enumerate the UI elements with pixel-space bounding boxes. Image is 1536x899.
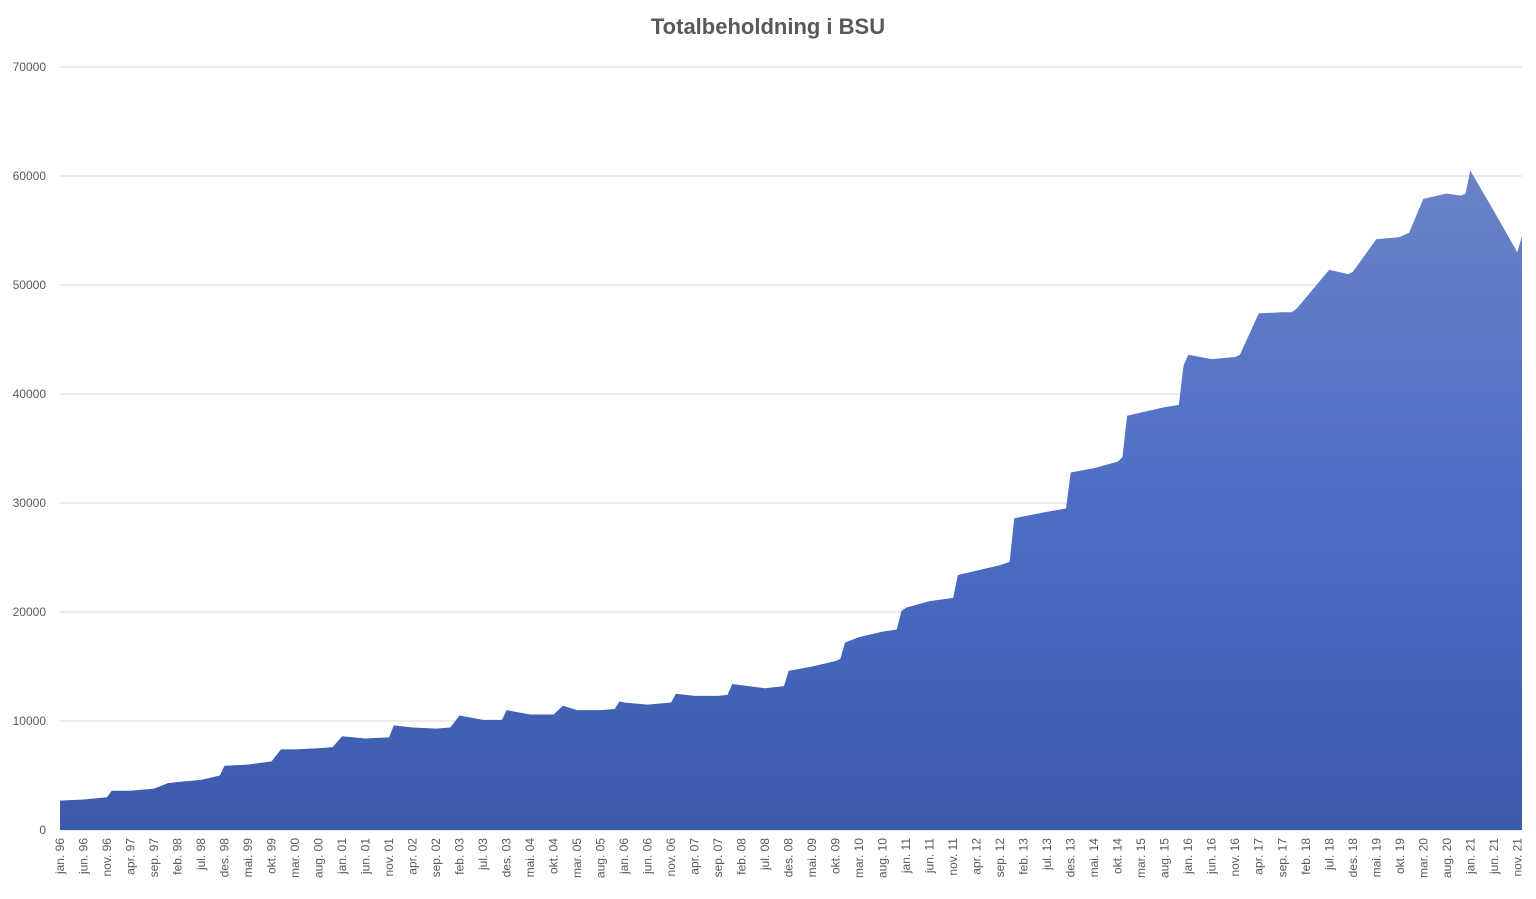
x-tick-label: mar. 20 [1416,838,1430,878]
x-tick-label: jun. 01 [359,838,373,875]
x-tick-label: jun. 16 [1205,838,1219,875]
x-tick-label: okt. 99 [265,838,279,874]
x-tick-label: jun. 21 [1487,838,1501,875]
x-tick-label: des. 98 [218,838,232,878]
x-tick-label: nov. 16 [1228,838,1242,877]
x-tick-label: mai. 19 [1369,838,1383,878]
x-tick-label: mai. 99 [241,838,255,878]
x-tick-label: apr. 17 [1252,838,1266,875]
x-tick-label: nov. 06 [664,838,678,877]
y-tick-label: 40000 [13,387,47,401]
series-area [60,170,1522,831]
x-tick-label: jul. 03 [476,838,490,871]
x-tick-label: sep. 07 [711,838,725,878]
x-tick-label: nov. 96 [100,838,114,877]
x-tick-label: nov. 21 [1510,838,1524,877]
x-tick-label: okt. 19 [1393,838,1407,874]
x-tick-label: okt. 14 [1111,838,1125,874]
chart-title: Totalbeholdning i BSU [650,14,886,39]
x-tick-label: feb. 98 [171,838,185,875]
x-tick-label: aug. 20 [1440,838,1454,878]
y-axis: 0 10000 20000 30000 40000 50000 60000 70000 [13,60,47,837]
x-tick-label: aug. 10 [876,838,890,878]
x-tick-label: jun. 11 [923,838,937,874]
x-tick-label: nov. 11 [946,838,960,876]
x-tick-label: jul. 13 [1040,838,1054,871]
x-tick-label: mar. 00 [288,838,302,878]
x-tick-label: jul. 08 [758,838,772,871]
x-tick-label: apr. 97 [124,838,138,875]
x-tick-label: jan. 01 [335,838,349,875]
x-tick-label: aug. 00 [312,838,326,878]
x-tick-label: feb. 13 [1017,838,1031,875]
y-tick-label: 70000 [13,60,47,74]
x-tick-label: mai. 04 [523,838,537,878]
x-tick-label: feb. 03 [453,838,467,875]
x-tick-label: jan. 16 [1181,838,1195,875]
x-tick-label: sep. 12 [993,838,1007,878]
x-tick-label: jun. 06 [641,838,655,875]
y-tick-label: 50000 [13,278,47,292]
x-tick-label: des. 03 [500,838,514,878]
x-tick-label: feb. 18 [1299,838,1313,875]
x-tick-label: nov. 01 [382,838,396,877]
x-tick-label: mai. 09 [805,838,819,878]
x-tick-label: aug. 15 [1158,838,1172,878]
x-tick-label: mar. 05 [570,838,584,878]
x-tick-label: sep. 97 [147,838,161,878]
x-tick-label: feb. 08 [735,838,749,875]
y-tick-label: 10000 [13,714,47,728]
x-tick-label: mar. 10 [852,838,866,878]
x-tick-label: okt. 04 [547,838,561,874]
x-tick-label: aug. 05 [594,838,608,878]
x-tick-label: des. 13 [1064,838,1078,878]
x-tick-label: apr. 12 [970,838,984,875]
x-tick-label: des. 18 [1346,838,1360,878]
y-tick-label: 60000 [13,169,47,183]
x-tick-label: jul. 18 [1322,838,1336,871]
x-tick-label: jul. 98 [194,838,208,871]
x-tick-label: apr. 02 [406,838,420,875]
x-tick-label: des. 08 [782,838,796,878]
y-tick-label: 0 [39,823,46,837]
x-tick-label: jan. 11 [899,838,913,874]
y-tick-label: 30000 [13,496,47,510]
x-tick-label: jan. 21 [1463,838,1477,875]
x-tick-label: mar. 15 [1134,838,1148,878]
x-tick-label: sep. 02 [429,838,443,878]
x-tick-label: apr. 07 [688,838,702,875]
series-area-fill [60,170,1522,831]
x-tick-label: sep. 17 [1275,838,1289,878]
y-tick-label: 20000 [13,605,47,619]
x-tick-label: jan. 96 [53,838,67,875]
x-axis: jan. 96 jun. 96 nov. 96 apr. 97 sep. 97 feb. … [53,838,1524,878]
x-tick-label: mai. 14 [1087,838,1101,878]
x-tick-label: okt. 09 [829,838,843,874]
x-tick-label: jun. 96 [77,838,91,875]
x-tick-label: jan. 06 [617,838,631,875]
